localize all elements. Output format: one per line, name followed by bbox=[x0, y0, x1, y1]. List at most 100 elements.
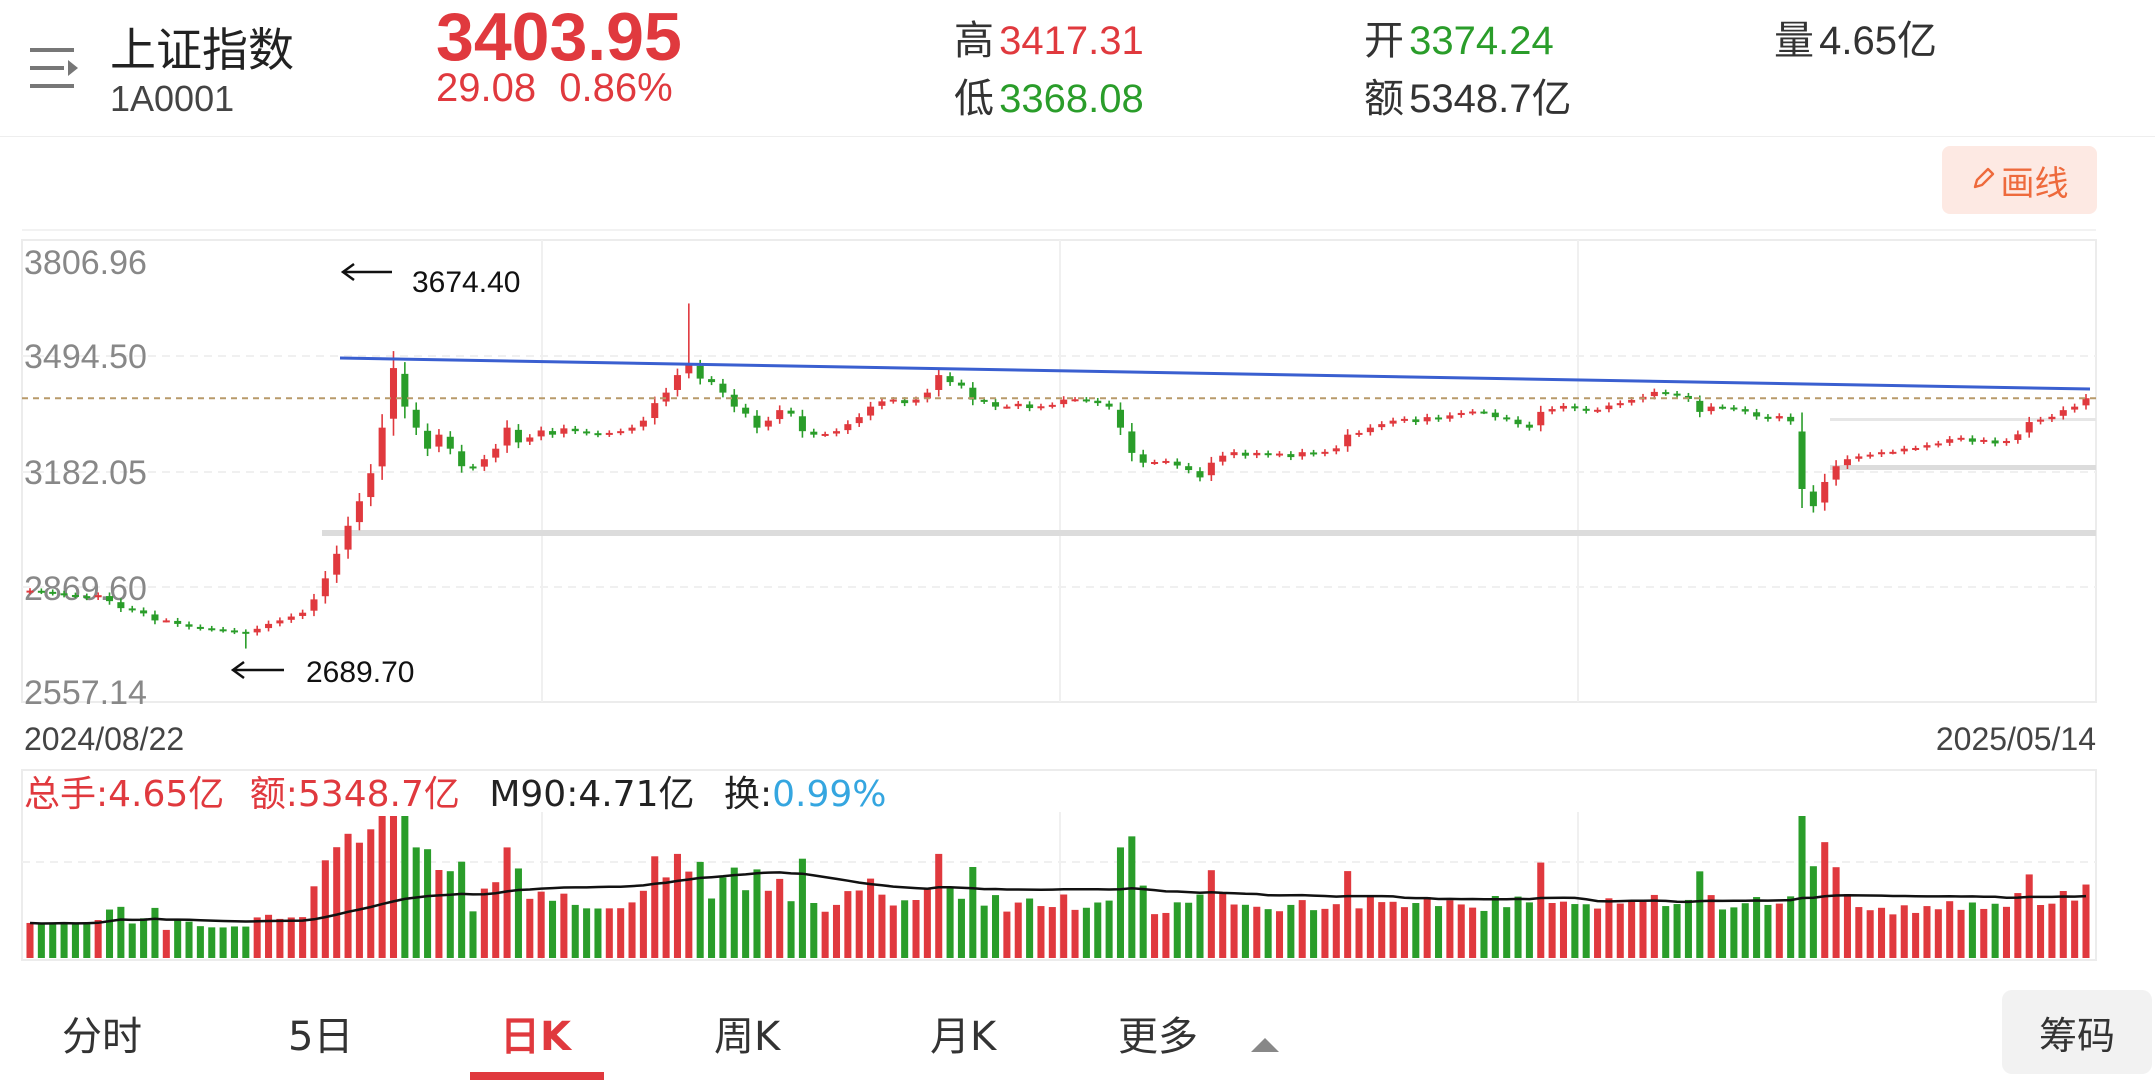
candle-body bbox=[889, 399, 897, 402]
trend-line[interactable] bbox=[339, 356, 2091, 391]
volume-bar bbox=[537, 891, 545, 958]
candle-body bbox=[1753, 412, 1761, 417]
volume-bar bbox=[1116, 847, 1124, 958]
volume-bar bbox=[1889, 914, 1897, 958]
candle-body bbox=[1491, 412, 1499, 418]
main-panel-grid bbox=[21, 229, 2097, 703]
high-annotation: 3674.40 bbox=[340, 262, 520, 299]
tab-week-k[interactable]: 周K bbox=[714, 1014, 781, 1060]
volume-bar bbox=[957, 898, 965, 958]
volume-bar bbox=[1650, 894, 1658, 958]
candle-body bbox=[992, 402, 1000, 407]
candle-body bbox=[730, 394, 738, 407]
x-start-date: 2024/08/22 bbox=[24, 721, 184, 757]
candle-body bbox=[1912, 447, 1920, 450]
candle-body bbox=[628, 427, 636, 431]
tab-five-day[interactable]: 5日 bbox=[288, 1014, 354, 1060]
volume-bar bbox=[412, 847, 420, 958]
volume-bar bbox=[446, 871, 454, 958]
volume-bar bbox=[742, 890, 750, 958]
volume-bar bbox=[560, 893, 568, 958]
candle-body bbox=[810, 431, 818, 435]
volume-bar bbox=[162, 929, 170, 958]
candle-body bbox=[594, 433, 602, 436]
candle-body bbox=[878, 401, 886, 406]
tab-day-k[interactable]: 日K bbox=[500, 1014, 571, 1060]
amount-value: 5348.7亿 bbox=[1409, 77, 1572, 121]
volume-bar bbox=[253, 917, 261, 958]
volume-bar bbox=[662, 877, 670, 958]
chips-button[interactable]: 筹码 bbox=[2002, 990, 2152, 1074]
candle-body bbox=[162, 620, 170, 623]
volume-bar bbox=[1048, 907, 1056, 958]
candle-body bbox=[1980, 439, 1988, 442]
candle-body bbox=[923, 392, 931, 399]
candle-body bbox=[60, 593, 68, 596]
candle-body bbox=[1060, 399, 1068, 405]
vol-amount-value: 5348.7亿 bbox=[298, 774, 460, 815]
candle-body bbox=[1832, 466, 1840, 480]
candle-body bbox=[708, 379, 716, 383]
volume-bar bbox=[548, 900, 557, 958]
candle-body bbox=[503, 427, 511, 446]
y-axis-labels: 3806.96 3494.50 3182.05 2869.60 2557.14 bbox=[24, 244, 147, 712]
candle-body bbox=[1207, 462, 1215, 476]
volume-bar bbox=[1457, 904, 1465, 958]
volume-bar bbox=[208, 927, 216, 958]
tab-more[interactable]: 更多 bbox=[1118, 1004, 1279, 1062]
candle-body bbox=[832, 431, 841, 434]
volume-bar bbox=[299, 917, 307, 958]
change-value: 29.08 bbox=[436, 66, 537, 110]
candle-body bbox=[1537, 411, 1545, 426]
candle-body bbox=[1321, 451, 1329, 454]
volume-bar bbox=[708, 898, 716, 958]
volume-bar bbox=[1821, 842, 1829, 958]
price-change: 29.08 0.86% bbox=[436, 66, 673, 111]
candle-body bbox=[1241, 452, 1249, 456]
volume-bar bbox=[310, 886, 318, 958]
high-stat: 高 3417.31 bbox=[954, 8, 1144, 66]
draw-line-button[interactable]: 画线 bbox=[1942, 146, 2097, 214]
volume-bar bbox=[1185, 902, 1193, 958]
candle-body bbox=[639, 420, 647, 427]
low-label: 低 bbox=[954, 76, 994, 122]
volume-bar bbox=[1469, 907, 1477, 958]
tab-month-k[interactable]: 月K bbox=[930, 1014, 997, 1060]
candle-body bbox=[1730, 407, 1738, 410]
candle-body bbox=[151, 614, 159, 621]
candle-body bbox=[276, 620, 284, 624]
high-annotation-label: 3674.40 bbox=[412, 266, 520, 299]
candle-body bbox=[1946, 439, 1954, 443]
candle-body bbox=[1707, 406, 1715, 412]
candle-body bbox=[230, 630, 238, 633]
candle-body bbox=[196, 626, 204, 629]
tab-fenshi[interactable]: 分时 bbox=[62, 1014, 142, 1060]
candle-body bbox=[1116, 409, 1124, 428]
candle-body bbox=[2071, 406, 2079, 410]
volume-bar bbox=[1684, 899, 1692, 958]
candle-body bbox=[469, 466, 477, 469]
volume-bar bbox=[912, 900, 920, 958]
total-value: 4.65亿 bbox=[108, 774, 224, 815]
y-tick-label: 2869.60 bbox=[24, 570, 147, 608]
candle-body bbox=[1105, 403, 1113, 407]
candle-body bbox=[1469, 411, 1477, 414]
candle-body bbox=[2037, 419, 2045, 422]
candle-body bbox=[1662, 392, 1670, 395]
kline-chart[interactable]: 3806.96 3494.50 3182.05 2869.60 2557.14 … bbox=[0, 0, 2155, 990]
volume-bar bbox=[1775, 903, 1783, 958]
volume-bar bbox=[651, 856, 659, 958]
candle-body bbox=[26, 590, 34, 593]
candle-body bbox=[355, 501, 363, 523]
candle-body bbox=[1866, 454, 1874, 457]
volume-label: 量 bbox=[1774, 18, 1814, 64]
candle-body bbox=[548, 431, 557, 435]
turnover-value: 0.99% bbox=[772, 774, 886, 815]
candle-body bbox=[1003, 406, 1011, 409]
candle-body bbox=[1253, 452, 1261, 456]
menu-icon[interactable] bbox=[30, 44, 88, 92]
candle-body bbox=[901, 400, 909, 404]
volume-bar bbox=[1139, 885, 1147, 958]
volume-bar bbox=[1934, 909, 1942, 958]
volume-bar bbox=[389, 816, 398, 958]
